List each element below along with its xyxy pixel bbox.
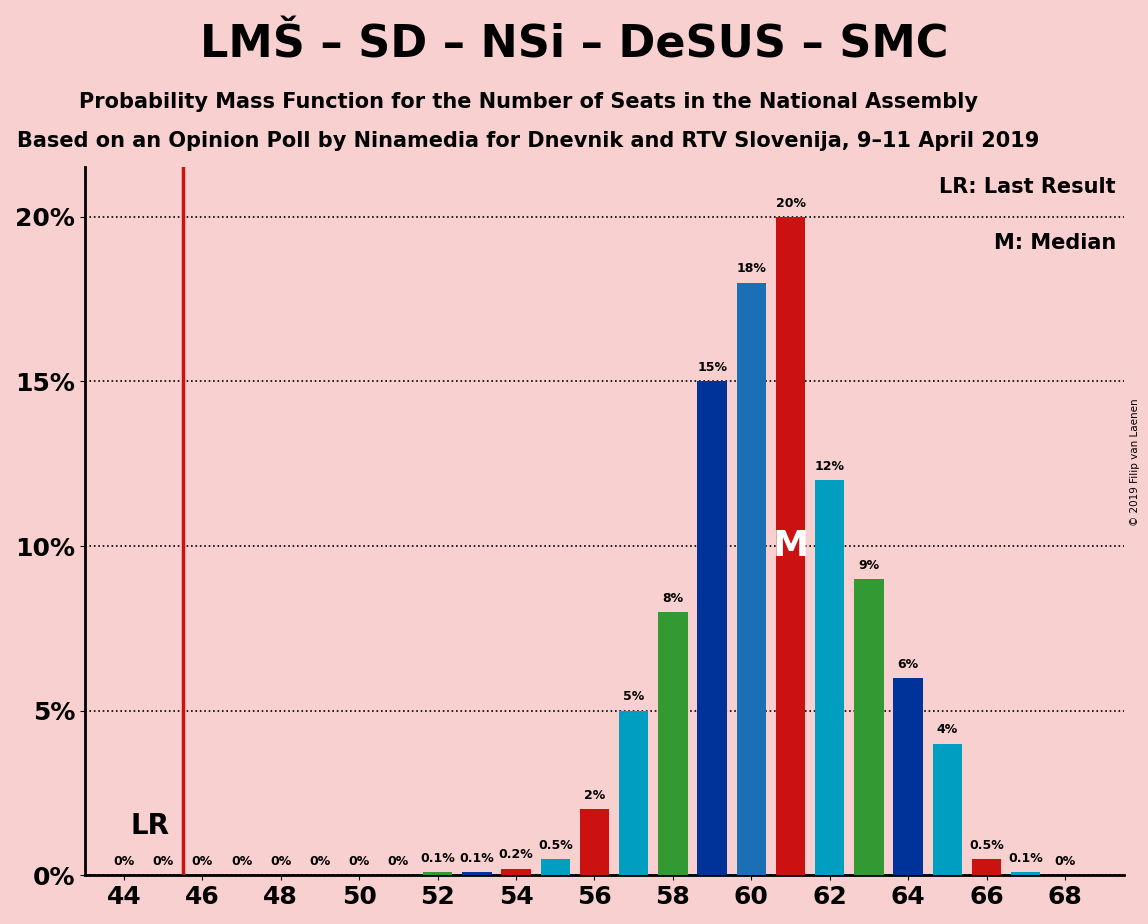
- Bar: [893, 677, 923, 875]
- Bar: [815, 480, 845, 875]
- Text: 9%: 9%: [859, 559, 879, 572]
- Text: 0%: 0%: [309, 855, 331, 868]
- Text: Based on an Opinion Poll by Ninamedia for Dnevnik and RTV Slovenija, 9–11 April : Based on an Opinion Poll by Ninamedia fo…: [17, 131, 1039, 152]
- Text: 2%: 2%: [584, 789, 605, 802]
- Bar: [619, 711, 649, 875]
- Text: 0%: 0%: [1054, 855, 1076, 868]
- Text: M: Median: M: Median: [994, 233, 1116, 253]
- Text: 0%: 0%: [153, 855, 173, 868]
- Text: 4%: 4%: [937, 723, 957, 736]
- Bar: [737, 283, 766, 875]
- Bar: [932, 744, 962, 875]
- Bar: [658, 612, 688, 875]
- Text: 5%: 5%: [623, 690, 644, 703]
- Text: 0%: 0%: [231, 855, 253, 868]
- Text: 18%: 18%: [736, 262, 766, 275]
- Bar: [541, 858, 569, 875]
- Text: 6%: 6%: [898, 658, 918, 671]
- Text: 0%: 0%: [114, 855, 134, 868]
- Text: LR: LR: [130, 812, 169, 840]
- Text: 0.5%: 0.5%: [969, 839, 1004, 852]
- Text: 0.1%: 0.1%: [1008, 852, 1044, 865]
- Text: 20%: 20%: [776, 197, 806, 210]
- Bar: [463, 872, 491, 875]
- Bar: [1011, 872, 1040, 875]
- Text: 8%: 8%: [662, 591, 683, 604]
- Text: 0.2%: 0.2%: [498, 848, 534, 861]
- Text: Probability Mass Function for the Number of Seats in the National Assembly: Probability Mass Function for the Number…: [78, 92, 978, 113]
- Bar: [776, 217, 805, 875]
- Text: 12%: 12%: [815, 460, 845, 473]
- Text: M: M: [773, 529, 808, 563]
- Bar: [580, 809, 610, 875]
- Text: 0.5%: 0.5%: [538, 839, 573, 852]
- Bar: [972, 858, 1001, 875]
- Text: LR: Last Result: LR: Last Result: [939, 177, 1116, 198]
- Text: 0%: 0%: [192, 855, 214, 868]
- Text: 0%: 0%: [388, 855, 409, 868]
- Text: 15%: 15%: [697, 361, 727, 374]
- Bar: [697, 382, 727, 875]
- Bar: [422, 872, 452, 875]
- Text: © 2019 Filip van Laenen: © 2019 Filip van Laenen: [1130, 398, 1140, 526]
- Text: 0.1%: 0.1%: [420, 852, 455, 865]
- Bar: [854, 579, 884, 875]
- Text: LMŠ – SD – NSi – DeSUS – SMC: LMŠ – SD – NSi – DeSUS – SMC: [200, 23, 948, 67]
- Text: 0%: 0%: [270, 855, 292, 868]
- Bar: [502, 869, 530, 875]
- Text: 0%: 0%: [349, 855, 370, 868]
- Text: 0.1%: 0.1%: [459, 852, 494, 865]
